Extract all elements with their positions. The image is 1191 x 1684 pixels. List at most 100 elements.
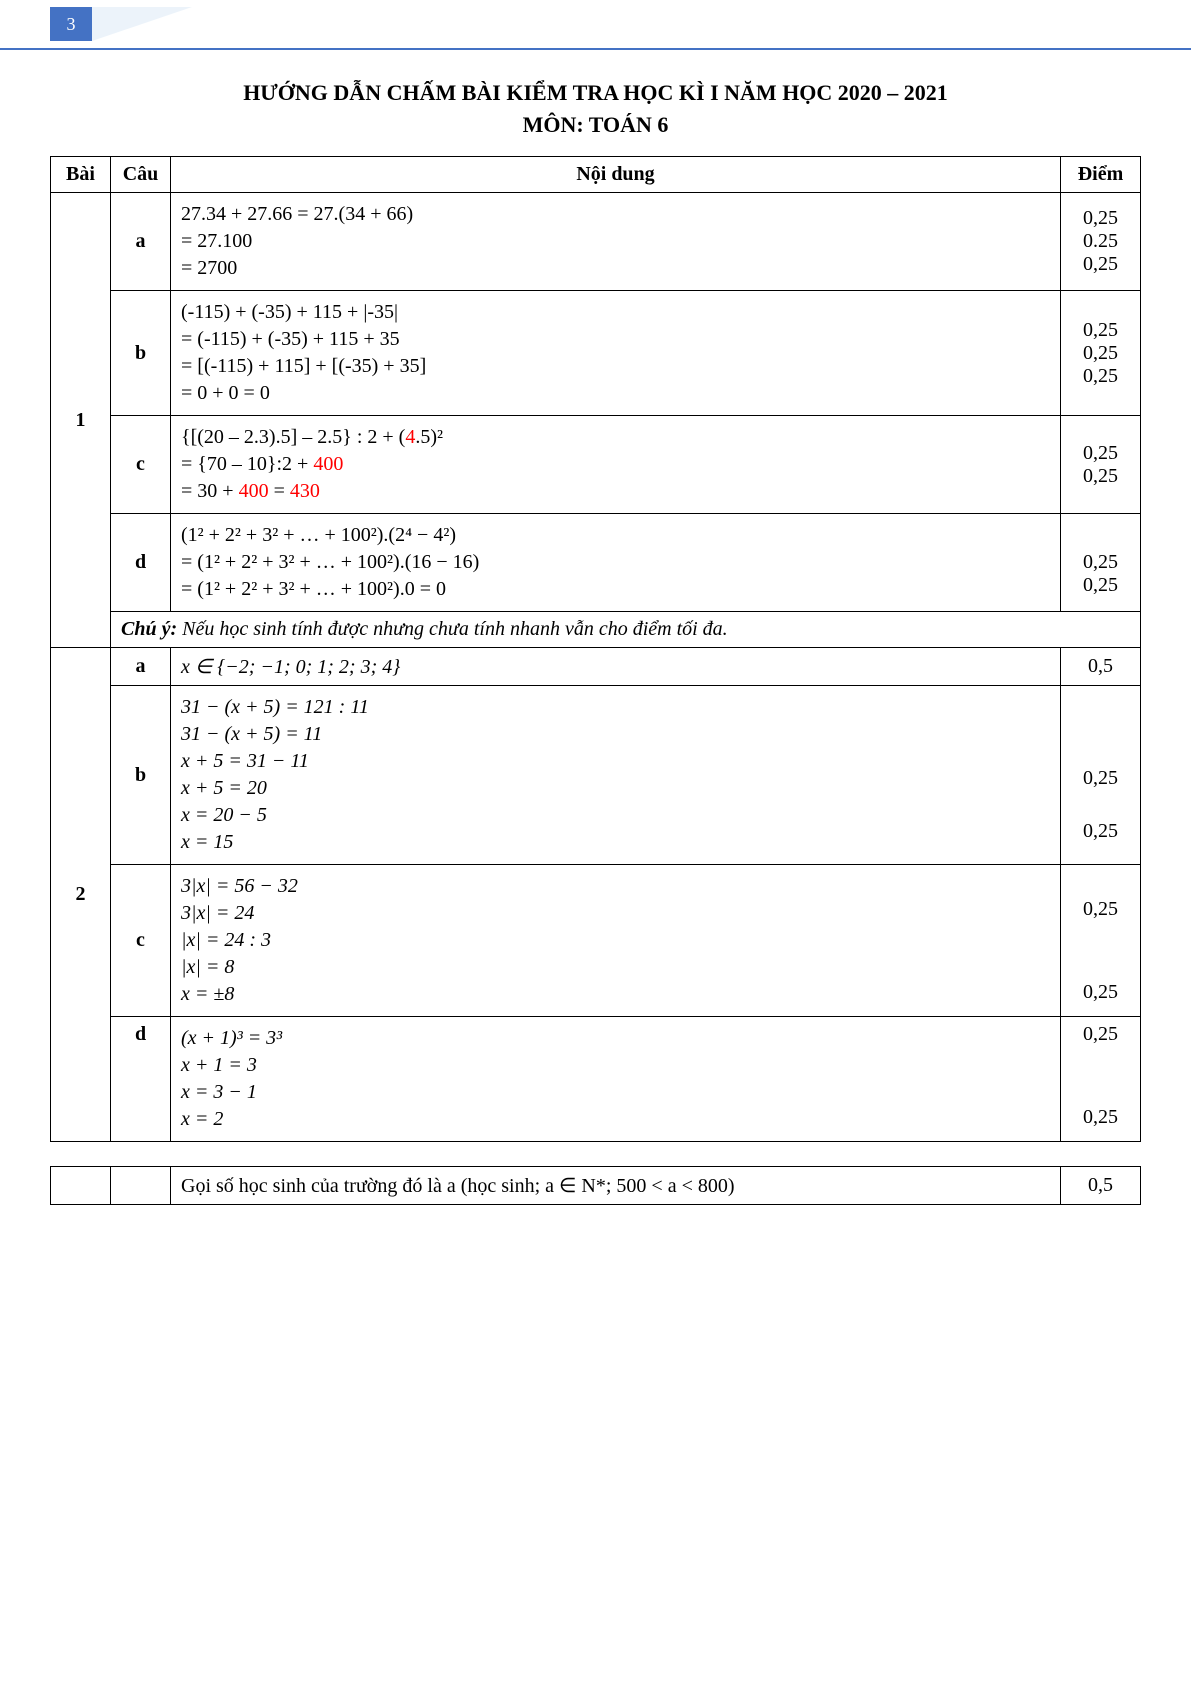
math-line: |x| = 24 : 3 xyxy=(181,929,1050,952)
math-line: = (1² + 2² + 3² + … + 100²).(16 − 16) xyxy=(181,551,1050,574)
math-line: x + 5 = 31 − 11 xyxy=(181,750,1050,773)
spacer xyxy=(1071,878,1130,898)
table-row: b 31 − (x + 5) = 121 : 11 31 − (x + 5) =… xyxy=(51,686,1141,865)
spacer xyxy=(1071,921,1130,981)
score-line: 0,25 xyxy=(1071,342,1130,365)
empty-cau xyxy=(111,1167,171,1205)
math-line: (1² + 2² + 3² + … + 100²).(2⁴ − 4²) xyxy=(181,524,1050,547)
math-line: x = 3 − 1 xyxy=(181,1081,1050,1104)
note-cell: Chú ý: Nếu học sinh tính được nhưng chưa… xyxy=(111,612,1141,648)
cau-label: c xyxy=(111,416,171,514)
empty-bai xyxy=(51,1167,111,1205)
math-line: 3|x| = 24 xyxy=(181,902,1050,925)
table-row: c {[(20 – 2.3).5] – 2.5} : 2 + (4.5)² = … xyxy=(51,416,1141,514)
header-noidung: Nội dung xyxy=(171,157,1061,193)
cau-label: a xyxy=(111,193,171,291)
band-decoration xyxy=(92,7,192,41)
cau-label: d xyxy=(111,514,171,612)
content-1c: {[(20 – 2.3).5] – 2.5} : 2 + (4.5)² = {7… xyxy=(171,416,1061,514)
diem-1a: 0,25 0.25 0,25 xyxy=(1061,193,1141,291)
text: = 30 + xyxy=(181,480,239,502)
math-line: x = 15 xyxy=(181,831,1050,854)
diem-2d: 0,25 0,25 xyxy=(1061,1017,1141,1142)
note-row: Chú ý: Nếu học sinh tính được nhưng chưa… xyxy=(51,612,1141,648)
math-line: 3|x| = 56 − 32 xyxy=(181,875,1050,898)
header-diem: Điểm xyxy=(1061,157,1141,193)
math-line: = (1² + 2² + 3² + … + 100²).0 = 0 xyxy=(181,578,1050,601)
cau-label: b xyxy=(111,686,171,865)
text: = {70 – 10}:2 + xyxy=(181,453,313,475)
page-number-box: 3 xyxy=(50,7,92,41)
page-header-band: 3 xyxy=(0,0,1191,50)
score-line xyxy=(1071,528,1130,551)
math-line: 31 − (x + 5) = 11 xyxy=(181,723,1050,746)
header-bai: Bài xyxy=(51,157,111,193)
score-line: 0,25 xyxy=(1071,767,1130,790)
content-2d: (x + 1)³ = 3³ x + 1 = 3 x = 3 − 1 x = 2 xyxy=(171,1017,1061,1142)
bai-1-label: 1 xyxy=(51,193,111,648)
math-line: x + 1 = 3 xyxy=(181,1054,1050,1077)
math-line: |x| = 8 xyxy=(181,956,1050,979)
text: .5)² xyxy=(415,426,443,448)
red-text: 4 xyxy=(405,426,415,448)
math-line: {[(20 – 2.3).5] – 2.5} : 2 + (4.5)² xyxy=(181,426,1050,449)
diem-1c: 0,25 0,25 xyxy=(1061,416,1141,514)
score-line: 0,25 xyxy=(1071,574,1130,597)
text: {[(20 – 2.3).5] – 2.5} : 2 + ( xyxy=(181,426,405,448)
math-line: x + 5 = 20 xyxy=(181,777,1050,800)
score-line: 0,25 xyxy=(1071,1106,1130,1129)
diem-extra: 0,5 xyxy=(1061,1167,1141,1205)
red-text: 400 xyxy=(313,453,343,475)
doc-title-line2: MÔN: TOÁN 6 xyxy=(50,112,1141,138)
content-1b: (-115) + (-35) + 115 + |-35| = (-115) + … xyxy=(171,291,1061,416)
math-line: = 27.100 xyxy=(181,230,1050,253)
math-line: = 2700 xyxy=(181,257,1050,280)
table-row: c 3|x| = 56 − 32 3|x| = 24 |x| = 24 : 3 … xyxy=(51,865,1141,1017)
score-line: 0,25 xyxy=(1071,1023,1130,1046)
score-line: 0,25 xyxy=(1071,898,1130,921)
cau-label: a xyxy=(111,648,171,686)
cau-label: b xyxy=(111,291,171,416)
content-1d: (1² + 2² + 3² + … + 100²).(2⁴ − 4²) = (1… xyxy=(171,514,1061,612)
table-row: b (-115) + (-35) + 115 + |-35| = (-115) … xyxy=(51,291,1141,416)
bai-2-label: 2 xyxy=(51,648,111,1142)
score-line: 0,25 xyxy=(1071,365,1130,388)
math-line: = {70 – 10}:2 + 400 xyxy=(181,453,1050,476)
content-2c: 3|x| = 56 − 32 3|x| = 24 |x| = 24 : 3 |x… xyxy=(171,865,1061,1017)
text: = xyxy=(269,480,290,502)
spacer xyxy=(1071,1046,1130,1106)
doc-title-line1: HƯỚNG DẪN CHẤM BÀI KIỂM TRA HỌC KÌ I NĂM… xyxy=(50,80,1141,106)
spacer xyxy=(1071,707,1130,767)
spacer xyxy=(1071,790,1130,820)
diem-1b: 0,25 0,25 0,25 xyxy=(1061,291,1141,416)
content-2b: 31 − (x + 5) = 121 : 11 31 − (x + 5) = 1… xyxy=(171,686,1061,865)
math-line: x = 2 xyxy=(181,1108,1050,1131)
score-line: 0,25 xyxy=(1071,551,1130,574)
math-line: (x + 1)³ = 3³ xyxy=(181,1027,1050,1050)
score-line: 0.25 xyxy=(1071,230,1130,253)
math-line: (-115) + (-35) + 115 + |-35| xyxy=(181,301,1050,324)
page-number: 3 xyxy=(67,14,76,35)
score-line: 0,25 xyxy=(1071,319,1130,342)
table-row: Gọi số học sinh của trường đó là a (học … xyxy=(51,1167,1141,1205)
math-line: = 0 + 0 = 0 xyxy=(181,382,1050,405)
content-extra: Gọi số học sinh của trường đó là a (học … xyxy=(171,1167,1061,1205)
table-row: d (x + 1)³ = 3³ x + 1 = 3 x = 3 − 1 x = … xyxy=(51,1017,1141,1142)
cau-label: c xyxy=(111,865,171,1017)
content-1a: 27.34 + 27.66 = 27.(34 + 66) = 27.100 = … xyxy=(171,193,1061,291)
score-line: 0,25 xyxy=(1071,465,1130,488)
table-row: 1 a 27.34 + 27.66 = 27.(34 + 66) = 27.10… xyxy=(51,193,1141,291)
score-line: 0,25 xyxy=(1071,981,1130,1004)
math-line: x = 20 − 5 xyxy=(181,804,1050,827)
score-line: 0,25 xyxy=(1071,207,1130,230)
table-row: 2 a x ∈ {−2; −1; 0; 1; 2; 3; 4} 0,5 xyxy=(51,648,1141,686)
note-bold: Chú ý: xyxy=(121,618,177,640)
table-header-row: Bài Câu Nội dung Điểm xyxy=(51,157,1141,193)
diem-2c: 0,25 0,25 xyxy=(1061,865,1141,1017)
diem-2a: 0,5 xyxy=(1061,648,1141,686)
document-body: HƯỚNG DẪN CHẤM BÀI KIỂM TRA HỌC KÌ I NĂM… xyxy=(0,80,1191,1269)
table-row: d (1² + 2² + 3² + … + 100²).(2⁴ − 4²) = … xyxy=(51,514,1141,612)
score-line: 0,25 xyxy=(1071,820,1130,843)
diem-2b: 0,25 0,25 xyxy=(1061,686,1141,865)
note-text: Nếu học sinh tính được nhưng chưa tính n… xyxy=(177,618,728,640)
